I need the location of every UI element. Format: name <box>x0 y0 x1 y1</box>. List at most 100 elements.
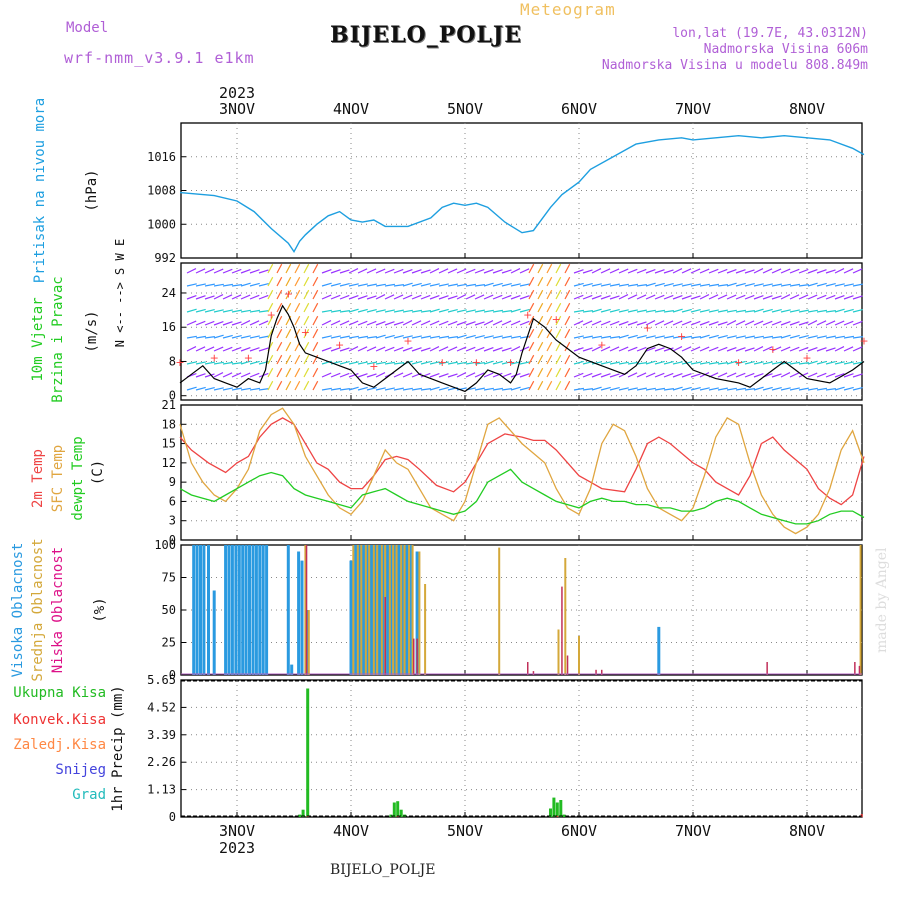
wind-barb <box>483 372 494 378</box>
wind-barb <box>564 315 571 326</box>
wind-barb <box>627 372 638 378</box>
wind-barb <box>654 269 665 274</box>
panel-frame <box>180 262 863 401</box>
wind-barb <box>204 309 215 313</box>
wind-barb <box>438 308 449 313</box>
wind-barb <box>762 308 773 313</box>
wind-barb <box>582 347 593 352</box>
wind-barb <box>483 320 494 326</box>
wind-barb <box>771 320 782 326</box>
wind-barb <box>339 269 350 274</box>
low_cloud-bar <box>766 662 768 675</box>
wind-barb <box>186 283 197 287</box>
wind-barb <box>456 283 467 287</box>
wind-barb <box>411 282 422 287</box>
footer-station: BIJELO_POLJE <box>330 862 436 878</box>
wind-barb <box>816 320 827 326</box>
wind-barb <box>348 268 359 274</box>
wind-barb <box>456 294 467 300</box>
wind-barb <box>285 341 292 352</box>
wind-barb <box>429 335 440 339</box>
wind-barb <box>375 387 386 391</box>
wind-barb <box>600 295 611 300</box>
wind-barb <box>753 308 764 313</box>
wind-barb <box>231 284 242 287</box>
wind-barb <box>384 361 395 365</box>
wind-barb <box>807 282 818 287</box>
y-tick-label: 8 <box>169 354 176 368</box>
wind-barb <box>735 387 746 391</box>
y-tick-label: 9 <box>169 475 176 489</box>
high_cloud-bar <box>207 545 210 675</box>
wind-barb <box>402 387 413 391</box>
high_cloud-bar <box>349 560 353 675</box>
wind-barb <box>735 347 746 352</box>
wind-barb <box>456 372 467 378</box>
wind-barb <box>231 268 242 274</box>
wind-barb <box>357 373 368 378</box>
wind-barb <box>663 320 674 326</box>
wind-gust-marker: + <box>597 339 606 352</box>
high_cloud-bar <box>357 545 361 675</box>
wind-barb <box>393 268 404 274</box>
wind-barb <box>798 335 809 339</box>
wind-barb <box>600 373 611 378</box>
wind-barb <box>186 308 197 313</box>
wind-barb <box>618 321 629 326</box>
wind-barb <box>231 372 242 378</box>
wind-barb <box>222 346 233 352</box>
wind-barb <box>744 335 755 339</box>
wind-barb <box>339 372 350 378</box>
wind-barb <box>312 315 319 326</box>
wind-barb <box>726 372 737 378</box>
wind-barb <box>753 386 764 391</box>
wind-barb <box>618 283 629 287</box>
wind-barb <box>528 341 535 352</box>
wind-barb <box>204 268 215 274</box>
wind-barb <box>348 308 359 313</box>
wind-barb <box>501 335 512 339</box>
wind-barb <box>258 283 269 287</box>
wind-barb <box>825 310 836 313</box>
mid_cloud-bar <box>307 610 310 675</box>
wind-barb <box>393 309 404 313</box>
x-tick-label-top: 3NOV <box>219 100 255 118</box>
mid_cloud-bar <box>403 545 406 675</box>
wind-barb <box>420 361 431 365</box>
wind-barb <box>285 302 292 313</box>
y-tick-label: 16 <box>162 320 176 334</box>
wind-barb <box>609 268 620 274</box>
wind-barb <box>537 380 544 391</box>
precip-legend-0: Ukupna Kisa <box>13 685 106 701</box>
wind-barb <box>681 283 692 287</box>
dewpt-line <box>179 468 865 525</box>
wind-barb <box>591 335 602 339</box>
wind-barb <box>546 315 553 326</box>
t2m-line <box>179 417 865 506</box>
wind-barb <box>762 386 773 391</box>
wind-barb <box>564 341 571 352</box>
wind-barb <box>312 263 319 274</box>
wind-barb <box>375 283 386 287</box>
wind-barb <box>465 294 476 300</box>
wind-barb <box>357 268 368 274</box>
wind-barb <box>330 269 341 274</box>
wind-barb <box>645 320 656 326</box>
wind-barb <box>690 268 701 274</box>
wind-barb <box>402 372 413 378</box>
high_cloud-bar <box>381 545 385 675</box>
wind-barb <box>483 360 494 365</box>
wind-barb <box>708 361 719 365</box>
wind-barb <box>546 302 553 313</box>
wind-barb <box>303 328 310 339</box>
wind-barb <box>753 268 764 274</box>
wind-barb <box>429 373 440 378</box>
wind-barb <box>492 309 503 313</box>
x-tick-label-bottom: 7NOV <box>675 822 711 840</box>
precip-legend-1: Konvek.Kisa <box>13 712 106 728</box>
high_cloud-bar <box>237 545 241 675</box>
high_cloud-bar <box>258 545 262 675</box>
wind-barb <box>456 321 467 326</box>
wind-barb <box>807 347 818 352</box>
wind-barb <box>492 335 503 339</box>
